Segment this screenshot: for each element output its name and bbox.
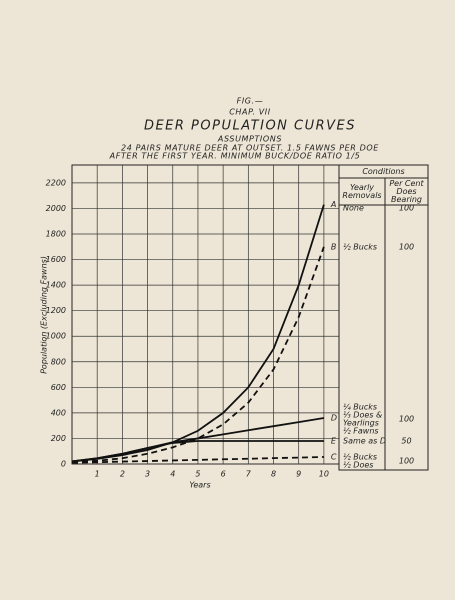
y-tick-label: 600: [51, 383, 66, 392]
x-tick-label: 9: [296, 470, 301, 479]
y-tick-label: 1000: [46, 332, 66, 341]
curve-label: A: [330, 200, 336, 209]
bearing-text: 100: [399, 204, 414, 213]
y-axis-label: Population (Excluding Fawns): [40, 256, 49, 374]
series-line: [71, 204, 325, 463]
bearing-text: 100: [399, 415, 414, 424]
x-tick-label: 5: [195, 470, 200, 479]
assumption: 24 PAIRS MATURE DEER AT OUTSET. 1.5 FAWN…: [121, 144, 379, 153]
column-header: Removals: [342, 191, 381, 200]
removal-text: None: [343, 204, 364, 213]
column-header: Yearly: [350, 183, 374, 192]
bearing-text: 100: [399, 457, 414, 466]
curve-label: B: [331, 242, 337, 251]
fig-label: FIG.—: [237, 97, 264, 106]
bearing-text: 100: [399, 243, 414, 252]
curve-label: C: [331, 452, 337, 461]
y-tick-label: 200: [51, 434, 66, 443]
removal-text: ½ Fawns: [343, 427, 379, 436]
subtitle: ASSUMPTIONS: [217, 135, 282, 144]
table-title: Conditions: [362, 167, 404, 176]
x-tick-label: 3: [145, 470, 150, 479]
y-tick-label: 0: [61, 460, 66, 469]
x-tick-label: 10: [319, 470, 329, 479]
y-tick-label: 1200: [46, 306, 66, 315]
removal-text: ½ Does: [343, 461, 373, 470]
series-line: [71, 456, 324, 464]
removal-text: ½ Bucks: [343, 453, 377, 462]
x-tick-label: 2: [120, 470, 125, 479]
assumption: AFTER THE FIRST YEAR. MINIMUM BUCK/DOE R…: [109, 152, 361, 161]
x-tick-label: 6: [221, 470, 226, 479]
x-tick-label: 4: [170, 470, 175, 479]
y-tick-label: 2000: [46, 204, 66, 213]
removal-text: ½ Bucks: [343, 243, 377, 252]
chapter: CHAP. VII: [229, 108, 271, 117]
x-axis-label: Years: [189, 481, 210, 490]
bearing-text: 50: [401, 437, 411, 446]
series-line: [71, 246, 325, 463]
curve-label: D: [331, 414, 337, 423]
table-frame: [338, 164, 429, 471]
column-header: Does: [396, 187, 416, 196]
curve-label: E: [331, 437, 337, 446]
column-header: Per Cent: [389, 179, 424, 188]
removal-text: Yearlings: [343, 419, 379, 428]
removal-text: ¼ Bucks: [343, 403, 377, 412]
x-tick-label: 1: [95, 470, 100, 479]
x-tick-label: 8: [271, 470, 276, 479]
series-line: [71, 440, 324, 463]
chart-title: DEER POPULATION CURVES: [144, 119, 356, 134]
y-tick-label: 1800: [46, 230, 66, 239]
removal-text: ⅓ Does &: [343, 411, 382, 420]
x-tick-label: 7: [246, 470, 252, 479]
y-tick-label: 400: [51, 408, 66, 417]
y-tick-label: 1600: [46, 255, 66, 264]
y-tick-label: 2200: [46, 178, 66, 187]
y-tick-label: 1400: [46, 281, 66, 290]
removal-text: Same as D: [343, 437, 386, 446]
y-tick-label: 800: [51, 357, 66, 366]
column-header: Bearing: [391, 195, 422, 204]
